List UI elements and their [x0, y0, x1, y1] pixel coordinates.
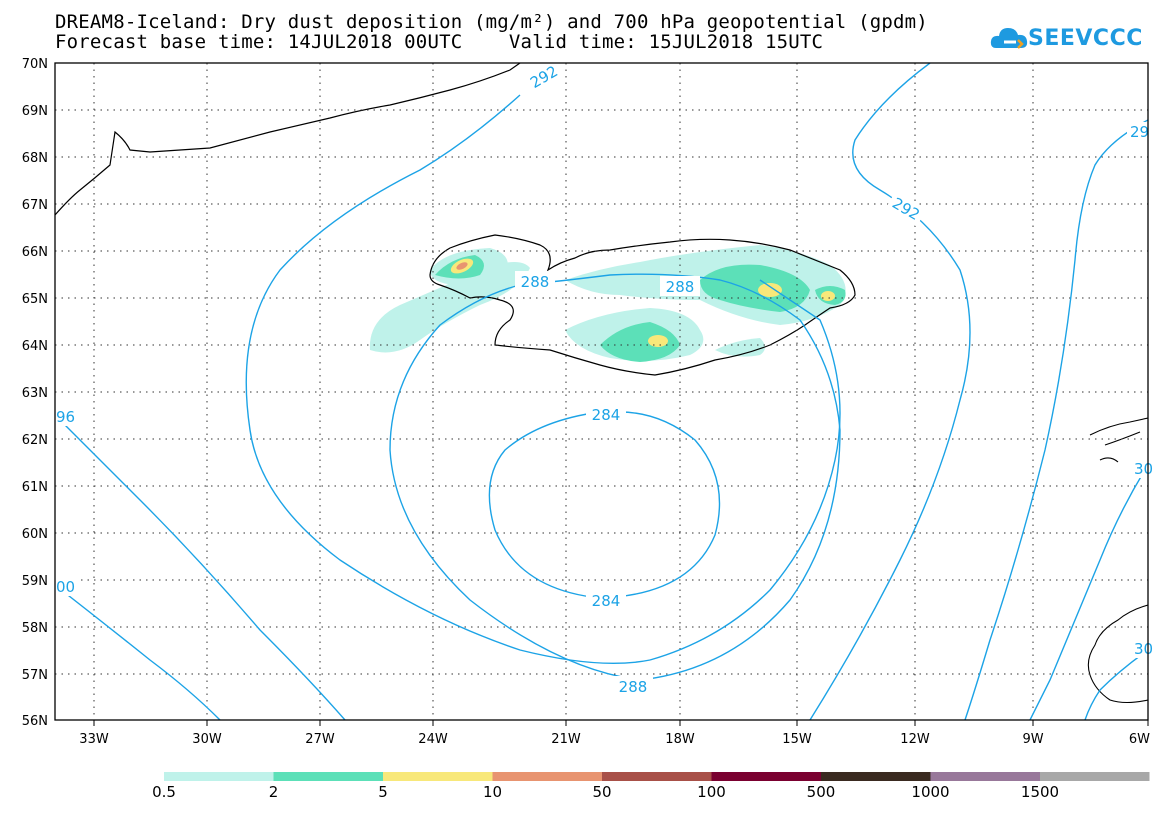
lat-label: 68N: [22, 151, 48, 166]
lon-label: 6W: [1129, 732, 1150, 747]
legend-swatch: [711, 772, 821, 781]
contour-label: 288: [619, 678, 648, 696]
contour-label: 284: [592, 592, 621, 610]
contour-30-east: [1029, 464, 1148, 720]
lat-label: 67N: [22, 198, 48, 213]
gridlines: [55, 63, 1148, 720]
longitude-labels: 33W 30W 27W 24W 21W 18W 15W 12W 9W 6W: [79, 732, 1150, 747]
map-subtitle: Forecast base time: 14JUL2018 00UTC Vali…: [55, 31, 824, 53]
legend-label: 500: [806, 783, 836, 801]
legend-swatch: [383, 772, 493, 781]
lon-label: 21W: [551, 732, 581, 747]
contour-00: [55, 584, 221, 720]
lat-label: 56N: [22, 714, 48, 729]
contour-label: 29: [1130, 123, 1149, 141]
legend-label: 1000: [911, 783, 950, 801]
lat-label: 69N: [22, 104, 48, 119]
contour-292-east: [809, 63, 971, 720]
contour-label: 00: [56, 578, 75, 596]
legend-swatch: [1040, 772, 1150, 781]
legend-swatch: [164, 772, 274, 781]
contour-label: 30: [1134, 640, 1153, 658]
lat-label: 57N: [22, 668, 48, 683]
lat-label: 64N: [22, 339, 48, 354]
legend-label: 1500: [1020, 783, 1060, 801]
lon-label: 9W: [1022, 732, 1043, 747]
axis-ticks: [93, 720, 1149, 726]
map-content: [55, 63, 1148, 720]
map-title: DREAM8-Iceland: Dry dust deposition (mg/…: [55, 11, 928, 33]
map-frame: [54, 62, 1149, 721]
geopotential-contours: [55, 63, 1148, 720]
contour-288: [389, 273, 841, 681]
lon-label: 12W: [900, 732, 930, 747]
iceland-coastline: [429, 234, 856, 376]
lon-label: 15W: [782, 732, 812, 747]
contour-30-se: [1084, 649, 1148, 720]
contour-labels: 292 292 29 288 288 288 284 284 96 00 30 …: [56, 62, 1153, 696]
dust-deposition-shading: [369, 245, 846, 362]
seevccc-logo: SEEVCCC: [990, 18, 1150, 58]
contour-292-west: [245, 94, 651, 665]
greenland-coastline: [55, 63, 521, 216]
lon-label: 24W: [418, 732, 448, 747]
legend-swatch: [821, 772, 931, 781]
latitude-labels: 70N 69N 68N 67N 66N 65N 64N 63N 62N 61N …: [22, 57, 48, 729]
legend-label: 2: [268, 783, 279, 801]
lat-label: 62N: [22, 433, 48, 448]
legend-swatch: [930, 772, 1040, 781]
lat-label: 63N: [22, 386, 48, 401]
contour-label: 284: [592, 406, 621, 424]
legend-label: 50: [592, 783, 612, 801]
contour-label: 288: [521, 273, 550, 291]
lat-label: 65N: [22, 292, 48, 307]
lat-label: 59N: [22, 574, 48, 589]
contour-96: [55, 414, 346, 720]
lat-label: 60N: [22, 527, 48, 542]
lat-label: 61N: [22, 480, 48, 495]
lon-label: 18W: [665, 732, 695, 747]
contour-label: 30: [1134, 460, 1153, 478]
contour-29-east: [964, 119, 1148, 720]
contour-label: 96: [56, 408, 75, 426]
contour-292-west-lower: [649, 279, 841, 661]
legend-label: 0.5: [152, 783, 176, 801]
scotland-coastline: [1087, 604, 1148, 704]
legend-label: 5: [378, 783, 388, 801]
logo-text: SEEVCCC: [1028, 26, 1143, 51]
contour-label: 288: [666, 278, 695, 296]
lon-label: 27W: [305, 732, 335, 747]
faroe-coastline: [1089, 417, 1148, 463]
contour-284: [488, 411, 721, 599]
legend-colorbar: [164, 772, 1150, 781]
lon-label: 30W: [192, 732, 222, 747]
lat-label: 58N: [22, 621, 48, 636]
legend-label: 10: [482, 783, 503, 801]
cloud-icon: [990, 28, 1028, 49]
legend-label: 100: [697, 783, 726, 801]
legend-swatch: [273, 772, 383, 781]
lat-label: 66N: [22, 245, 48, 260]
lat-label: 70N: [22, 57, 48, 72]
legend-swatch: [492, 772, 602, 781]
lon-label: 33W: [79, 732, 109, 747]
legend-swatch: [602, 772, 712, 781]
